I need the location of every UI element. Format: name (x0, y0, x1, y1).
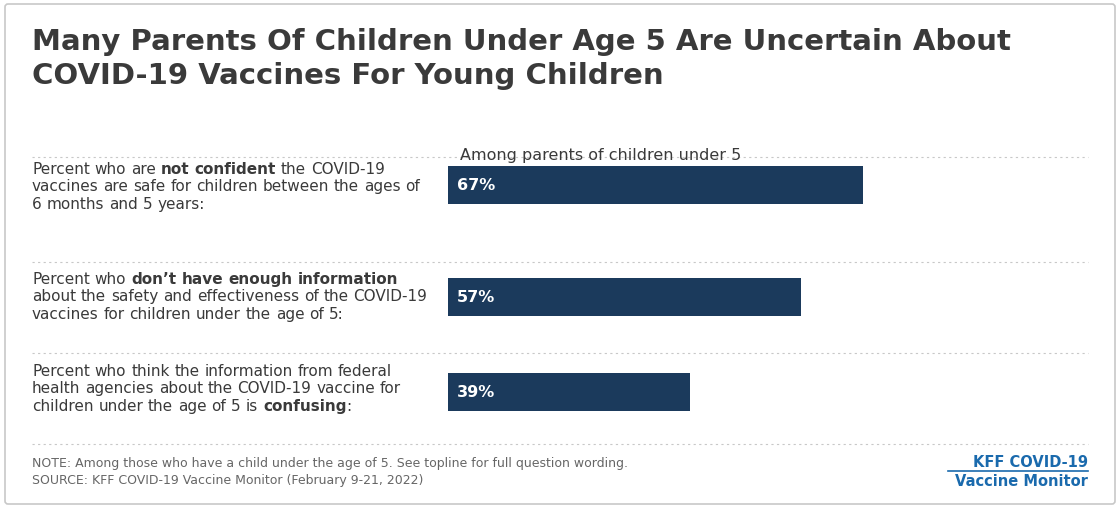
Text: information: information (298, 271, 399, 287)
Text: about: about (32, 289, 76, 304)
Text: safety: safety (111, 289, 158, 304)
Text: confusing: confusing (263, 398, 346, 413)
Text: Vaccine Monitor: Vaccine Monitor (955, 473, 1088, 488)
Text: children: children (32, 398, 93, 413)
Text: the: the (245, 306, 271, 321)
Text: 6: 6 (32, 196, 41, 212)
Text: think: think (131, 363, 169, 378)
Text: federal: federal (338, 363, 392, 378)
Text: of: of (309, 306, 324, 321)
Text: is: is (245, 398, 258, 413)
Text: effectiveness: effectiveness (197, 289, 299, 304)
Text: health: health (32, 381, 81, 395)
Text: vaccines: vaccines (32, 179, 99, 194)
Text: Among parents of children under 5: Among parents of children under 5 (460, 148, 741, 163)
Text: 5: 5 (142, 196, 152, 212)
Text: ages: ages (364, 179, 401, 194)
Text: from: from (298, 363, 333, 378)
Text: Percent: Percent (32, 162, 90, 177)
Text: Many Parents Of Children Under Age 5 Are Uncertain About
COVID-19 Vaccines For Y: Many Parents Of Children Under Age 5 Are… (32, 28, 1011, 89)
Text: vaccines: vaccines (32, 306, 99, 321)
FancyBboxPatch shape (4, 5, 1116, 504)
Text: for: for (380, 381, 401, 395)
Text: the: the (334, 179, 360, 194)
Text: COVID-19: COVID-19 (311, 162, 385, 177)
Text: of: of (405, 179, 420, 194)
Text: are: are (104, 179, 129, 194)
Text: age: age (178, 398, 207, 413)
Text: COVID-19: COVID-19 (354, 289, 427, 304)
Text: children: children (196, 179, 258, 194)
Text: between: between (263, 179, 329, 194)
Text: have: have (181, 271, 223, 287)
Text: information: information (204, 363, 292, 378)
Text: don’t: don’t (131, 271, 176, 287)
Text: for: for (170, 179, 192, 194)
Text: who: who (95, 162, 127, 177)
Text: under: under (99, 398, 143, 413)
Text: and: and (109, 196, 138, 212)
Text: the: the (207, 381, 233, 395)
Bar (448, 373, 690, 411)
Text: the: the (324, 289, 348, 304)
Text: the: the (175, 363, 199, 378)
Text: 67%: 67% (457, 178, 495, 193)
Text: 39%: 39% (457, 385, 495, 400)
Text: the: the (281, 162, 306, 177)
Text: 5: 5 (231, 398, 241, 413)
Text: NOTE: Among those who have a child under the age of 5. See topline for full ques: NOTE: Among those who have a child under… (32, 456, 628, 487)
Text: years:: years: (157, 196, 205, 212)
Text: age: age (276, 306, 305, 321)
Text: agencies: agencies (85, 381, 153, 395)
Text: for: for (104, 306, 124, 321)
Text: the: the (148, 398, 174, 413)
Text: are: are (131, 162, 156, 177)
Text: and: and (164, 289, 192, 304)
Text: safe: safe (133, 179, 166, 194)
Text: children: children (130, 306, 192, 321)
Text: the: the (81, 289, 106, 304)
Text: months: months (47, 196, 104, 212)
Text: confident: confident (195, 162, 277, 177)
Text: KFF COVID-19: KFF COVID-19 (973, 454, 1088, 469)
Text: who: who (95, 363, 127, 378)
Text: enough: enough (228, 271, 292, 287)
Text: about: about (159, 381, 203, 395)
Text: not: not (161, 162, 189, 177)
Text: Percent: Percent (32, 363, 90, 378)
Text: who: who (95, 271, 127, 287)
Text: vaccine: vaccine (316, 381, 375, 395)
Text: :: : (346, 398, 352, 413)
Text: COVID-19: COVID-19 (237, 381, 311, 395)
Bar (448, 278, 802, 317)
Text: under: under (196, 306, 241, 321)
Text: 5:: 5: (329, 306, 344, 321)
Bar (448, 166, 864, 205)
Text: of: of (304, 289, 318, 304)
Text: Percent: Percent (32, 271, 90, 287)
Text: 57%: 57% (457, 290, 495, 305)
Text: of: of (212, 398, 226, 413)
